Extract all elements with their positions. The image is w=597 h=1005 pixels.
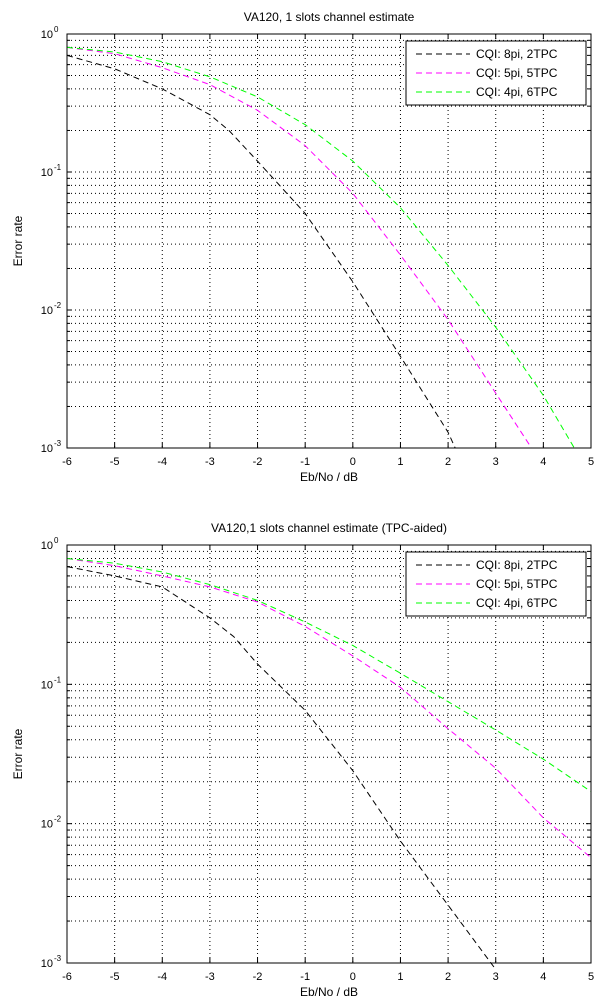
series-line-3 xyxy=(66,558,592,793)
x-tick-label: 0 xyxy=(350,971,356,983)
legend-label: CQI: 4pi, 6TPC xyxy=(476,85,558,99)
x-tick-label: -3 xyxy=(205,971,215,983)
x-tick-label: -3 xyxy=(205,456,215,468)
series-line-1 xyxy=(66,566,497,970)
x-tick-label: -6 xyxy=(62,971,72,983)
x-tick-label: 3 xyxy=(493,971,499,983)
x-tick-label: 5 xyxy=(588,971,594,983)
y-tick-exponent: -2 xyxy=(54,301,62,310)
series-line-2 xyxy=(66,46,532,449)
x-tick-label: -4 xyxy=(157,971,167,983)
y-tick-exponent: -3 xyxy=(54,954,62,963)
x-tick-label: 5 xyxy=(588,456,594,468)
y-axis-label: Error rate xyxy=(11,728,25,779)
series-line-1 xyxy=(66,54,456,449)
panel-top: VA120, 1 slots channel estimate -6 -5 -4 -3 -… xyxy=(11,10,594,484)
plot-frame xyxy=(66,544,592,964)
x-tick-label: -4 xyxy=(157,456,167,468)
series-lines xyxy=(66,46,575,449)
x-tick-label: -2 xyxy=(253,456,263,468)
y-tick-exponent: -2 xyxy=(54,815,62,824)
legend-label: CQI: 8pi, 2TPC xyxy=(476,47,558,61)
y-tick-exponent: -1 xyxy=(54,675,62,684)
x-tick-label: -6 xyxy=(62,456,72,468)
y-tick-exponent: 0 xyxy=(54,25,59,34)
panel-bottom: VA120,1 slots channel estimate (TPC-aide… xyxy=(11,521,594,999)
x-tick-label: 0 xyxy=(350,456,356,468)
y-tick-label: 10 xyxy=(41,167,53,179)
x-tick-label: 4 xyxy=(540,456,546,468)
series-lines xyxy=(66,558,592,970)
x-tick-label: -1 xyxy=(300,456,310,468)
y-tick-exponent: -1 xyxy=(54,163,62,172)
y-tick-label: 10 xyxy=(41,958,53,970)
x-tick-label: 3 xyxy=(493,456,499,468)
x-tick-label: -2 xyxy=(253,971,263,983)
legend-label: CQI: 5pi, 5TPC xyxy=(476,66,558,80)
x-tick-label: 1 xyxy=(397,971,403,983)
x-tick-label: -5 xyxy=(110,971,120,983)
y-tick-exponent: -3 xyxy=(54,439,62,448)
y-tick-label: 10 xyxy=(41,443,53,455)
x-axis-label: Eb/No / dB xyxy=(300,985,358,999)
legend: CQI: 8pi, 2TPC CQI: 5pi, 5TPC CQI: 4pi, 6T… xyxy=(405,40,587,106)
plot-frame xyxy=(66,33,592,449)
x-tick-label: 4 xyxy=(540,971,546,983)
legend-label: CQI: 8pi, 2TPC xyxy=(476,558,558,572)
y-tick-label: 10 xyxy=(41,819,53,831)
legend-label: CQI: 4pi, 6TPC xyxy=(476,596,558,610)
x-tick-label: 2 xyxy=(445,456,451,468)
y-axis-label: Error rate xyxy=(11,215,25,266)
x-tick-label: -1 xyxy=(300,971,310,983)
y-tick-label: 10 xyxy=(41,679,53,691)
legend-label: CQI: 5pi, 5TPC xyxy=(476,577,558,591)
y-tick-label: 10 xyxy=(41,540,53,552)
x-axis-label: Eb/No / dB xyxy=(300,470,358,484)
y-tick-label: 10 xyxy=(41,305,53,317)
y-tick-label: 10 xyxy=(41,29,53,41)
x-tick-label: -5 xyxy=(110,456,120,468)
chart-title: VA120,1 slots channel estimate (TPC-aide… xyxy=(211,521,447,535)
chart-title: VA120, 1 slots channel estimate xyxy=(244,10,415,24)
x-tick-label: 1 xyxy=(397,456,403,468)
series-line-3 xyxy=(66,46,575,449)
x-tick-label: 2 xyxy=(445,971,451,983)
legend: CQI: 8pi, 2TPC CQI: 5pi, 5TPC CQI: 4pi, 6T… xyxy=(405,551,587,617)
y-tick-exponent: 0 xyxy=(54,536,59,545)
